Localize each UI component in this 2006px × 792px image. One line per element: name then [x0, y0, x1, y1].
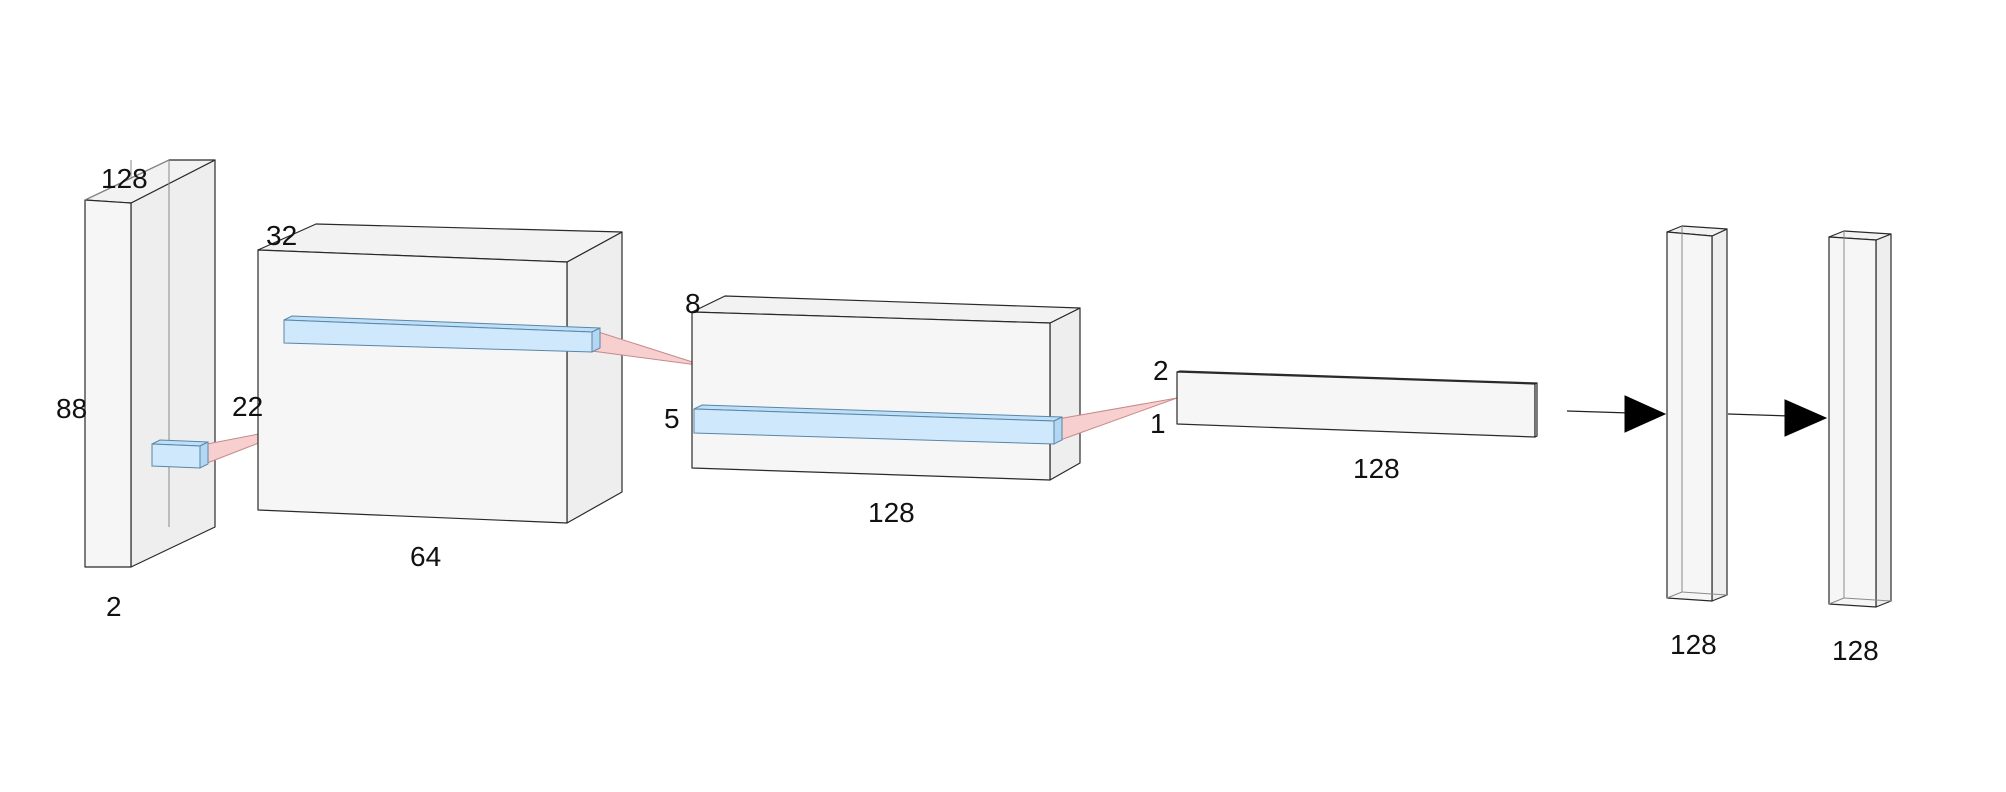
conv1-volume — [257, 223, 623, 524]
dense1-volume — [1666, 225, 1728, 602]
conv3-width-label: 128 — [1353, 453, 1400, 484]
dense1-units-label: 128 — [1670, 629, 1717, 660]
conv1-height-label: 32 — [266, 220, 297, 251]
input-depth-label: 2 — [106, 591, 122, 622]
conv2-width-label: 128 — [868, 497, 915, 528]
conv3-volume — [1176, 370, 1538, 438]
conv2-kernel-size-label: 5 — [664, 403, 680, 434]
arrow-dense1-to-dense2 — [1727, 399, 1828, 437]
dense2-units-label: 128 — [1832, 635, 1879, 666]
arrow-conv3-to-dense1 — [1566, 395, 1667, 433]
input-width-label: 88 — [56, 393, 87, 424]
conv2-volume — [691, 295, 1081, 481]
input-height-label: 128 — [101, 163, 148, 194]
conv2-kernel — [693, 397, 1178, 445]
dense2-volume — [1828, 230, 1892, 608]
conv1-kernel — [283, 315, 706, 367]
input-kernel-size-label: 22 — [232, 391, 263, 422]
input-volume — [84, 159, 216, 568]
conv1-width-label: 64 — [410, 541, 441, 572]
conv2-height-label: 8 — [685, 288, 701, 319]
conv3-kernel-size-label: 1 — [1150, 408, 1166, 439]
conv3-height-label: 2 — [1153, 355, 1169, 386]
